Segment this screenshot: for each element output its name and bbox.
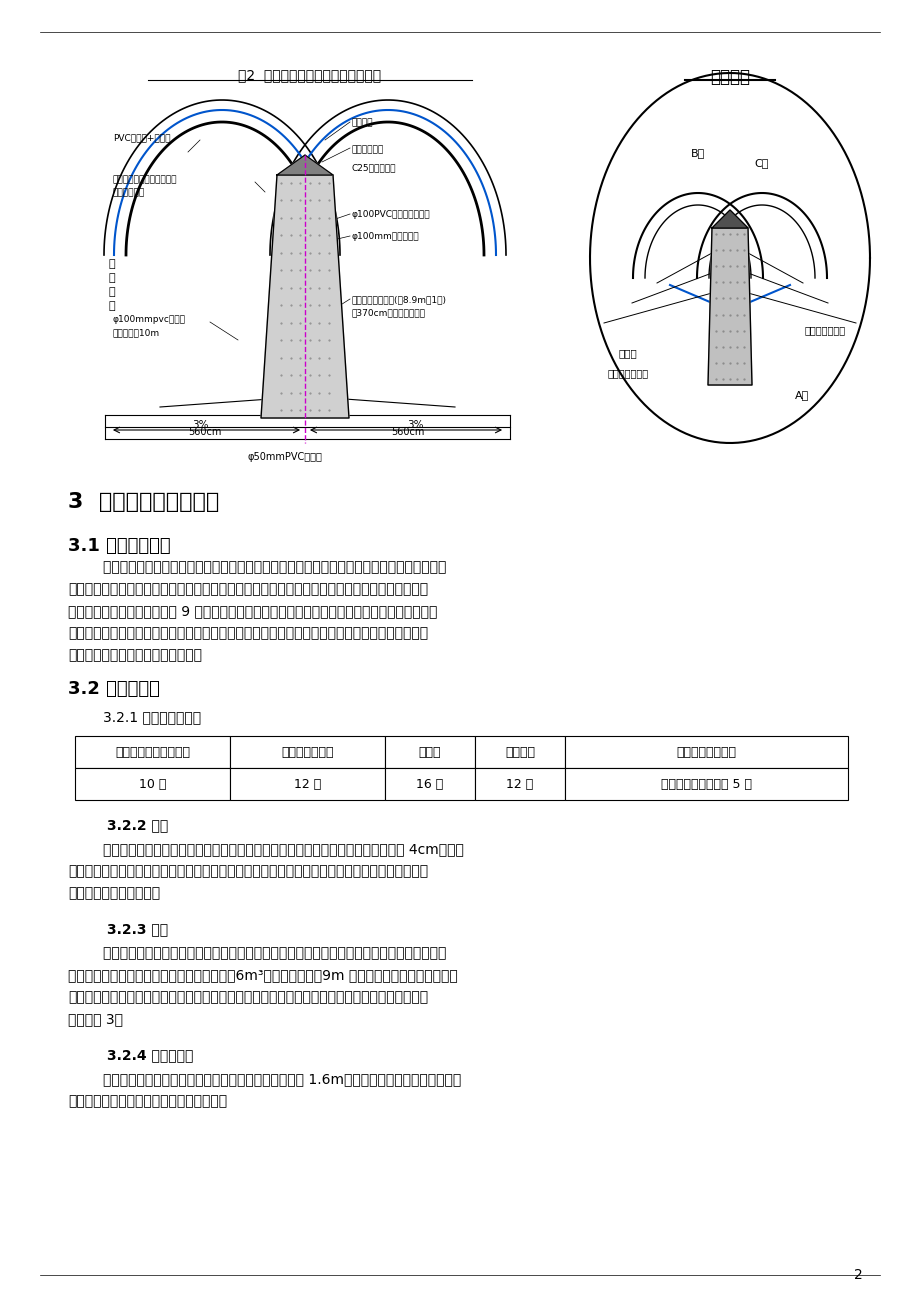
Text: φ100mm纵向透水管: φ100mm纵向透水管	[352, 232, 419, 241]
Text: φ50mmPVC排水管: φ50mmPVC排水管	[247, 452, 322, 462]
Text: 混凝土工: 混凝土工	[505, 746, 535, 759]
Text: 3%: 3%	[191, 421, 208, 430]
Text: 3  隧道中隔墙施工方案: 3 隧道中隔墙施工方案	[68, 492, 219, 512]
Polygon shape	[261, 174, 348, 418]
Text: 3%: 3%	[406, 421, 423, 430]
Text: 3.1 施工顺序概述: 3.1 施工顺序概述	[68, 536, 170, 555]
Text: 16 人: 16 人	[416, 777, 443, 790]
Text: 连续二次衬砌: 连续二次衬砌	[352, 145, 384, 154]
Text: 小粒径透水材料: 小粒径透水材料	[607, 368, 648, 378]
Text: 设计见图 3。: 设计见图 3。	[68, 1012, 123, 1026]
Text: 中隔墙基础木工: 中隔墙基础木工	[281, 746, 334, 759]
Text: A部: A部	[794, 391, 808, 400]
Bar	[474, 736, 564, 768]
Bar	[564, 768, 847, 799]
Bar	[384, 736, 474, 768]
Text: 竖向管间距10m: 竖向管间距10m	[113, 328, 160, 337]
Text: 台车定位、加固、拆模: 台车定位、加固、拆模	[115, 746, 190, 759]
Text: 3.2.2 材料: 3.2.2 材料	[68, 818, 168, 832]
Text: 初期支护: 初期支护	[352, 118, 373, 128]
Text: 10 人: 10 人	[139, 777, 166, 790]
Text: 通过检查窗向模内浇筑混凝土和捣振，由于墙身厚度为 1.6m，从单侧浇筑可满足要求，到了: 通过检查窗向模内浇筑混凝土和捣振，由于墙身厚度为 1.6m，从单侧浇筑可满足要求…	[68, 1072, 460, 1086]
Polygon shape	[708, 228, 751, 385]
Text: φ100PVC打孔纵向排水管: φ100PVC打孔纵向排水管	[352, 210, 430, 219]
Bar	[230, 768, 384, 799]
Text: B部: B部	[690, 148, 704, 158]
Text: C部: C部	[754, 158, 768, 168]
Text: 560cm: 560cm	[391, 427, 425, 437]
Text: 要配备备用机具，为避免停电带来的影响，已配备能满足砼正常施工的发电机一台，整体钢模台车: 要配备备用机具，为避免停电带来的影响，已配备能满足砼正常施工的发电机一台，整体钢…	[68, 990, 427, 1004]
Text: 注浆管: 注浆管	[618, 348, 637, 358]
Text: 建议施工缝位置: 建议施工缝位置	[804, 326, 845, 335]
Text: 中隔墙顶纵向施工缝止水条: 中隔墙顶纵向施工缝止水条	[113, 174, 177, 184]
Bar	[75, 736, 230, 768]
Text: 于钢筋安装和确保文明施工）、基础施工、墙身施工三个工作面向洞口方向施作，施工过程中按设: 于钢筋安装和确保文明施工）、基础施工、墙身施工三个工作面向洞口方向施作，施工过程…	[68, 626, 427, 641]
Bar	[75, 768, 230, 799]
Text: 热，减少混凝土的开裂。: 热，减少混凝土的开裂。	[68, 885, 160, 900]
Text: 两侧对称布置: 两侧对称布置	[113, 187, 145, 197]
Text: 公路双连拱隧道，由于左右线多为二车道或三车道，跨度较大，往往采用三导洞法分部施工，: 公路双连拱隧道，由于左右线多为二车道或三车道，跨度较大，往往采用三导洞法分部施工…	[68, 560, 446, 574]
Bar	[230, 736, 384, 768]
Text: 械为确保生产能力的拌和站一座，泵机一台、6m³砼运输车二辆，9m 长整体台车一组，根据实际需: 械为确保生产能力的拌和站一座，泵机一台、6m³砼运输车二辆，9m 长整体台车一组…	[68, 967, 458, 982]
Polygon shape	[711, 210, 747, 228]
Text: 该隧道施工也不例外，即先按常用的方法开挖中导洞，待中导洞不作开挖的运输通道后，施作中隔: 该隧道施工也不例外，即先按常用的方法开挖中导洞，待中导洞不作开挖的运输通道后，施…	[68, 582, 427, 596]
Bar	[564, 736, 847, 768]
Text: 其他现场管服人员: 其他现场管服人员	[675, 746, 736, 759]
Text: 3.2.1 施工人员布置表: 3.2.1 施工人员布置表	[68, 710, 201, 724]
Bar	[474, 768, 564, 799]
Text: 墙钢筋混凝土衬砌。中隔墙每 9 米左右设一道施工缝，并按同标号混凝土基底回填找平层施工（便: 墙钢筋混凝土衬砌。中隔墙每 9 米左右设一道施工缝，并按同标号混凝土基底回填找平…	[68, 604, 437, 618]
Text: 3.2.3 机具: 3.2.3 机具	[68, 922, 168, 936]
Text: 车
道
中
线: 车 道 中 线	[108, 259, 115, 311]
Text: 环向施工缝止水带(每8.9m设1道): 环向施工缝止水带(每8.9m设1道)	[352, 296, 447, 303]
Text: 堵管，混凝土外加剂采用复合型抗裂防水混凝土膨胀剂，提高结构自防水能力，并降低混凝土水化: 堵管，混凝土外加剂采用复合型抗裂防水混凝土膨胀剂，提高结构自防水能力，并降低混凝…	[68, 865, 427, 878]
Text: 2: 2	[853, 1268, 861, 1282]
Text: 12 人: 12 人	[505, 777, 533, 790]
Text: 3.2.4 混凝土浇筑: 3.2.4 混凝土浇筑	[68, 1048, 193, 1062]
Text: φ100mmpvc排水管: φ100mmpvc排水管	[113, 315, 186, 324]
Text: 计文件设置沉降缝和其它预埋管线。: 计文件设置沉降缝和其它预埋管线。	[68, 648, 202, 661]
Text: 560cm: 560cm	[188, 427, 221, 437]
Text: 顶部窗口以上则从台车顶向内浇筑和捣振。: 顶部窗口以上则从台车顶向内浇筑和捣振。	[68, 1094, 227, 1108]
Text: C25混凝土回填: C25混凝土回填	[352, 163, 396, 172]
Text: 顶部大样: 顶部大样	[709, 68, 749, 86]
Text: 长370cm，两侧对称布置: 长370cm，两侧对称布置	[352, 309, 425, 316]
Text: 3.2 混凝土施工: 3.2 混凝土施工	[68, 680, 160, 698]
Text: 12 人: 12 人	[293, 777, 321, 790]
Bar	[384, 768, 474, 799]
Text: 混凝土及防排水用的原材均按设计文件和业主要求的办理，其中粗骨料粒径不大于 4cm，防止: 混凝土及防排水用的原材均按设计文件和业主要求的办理，其中粗骨料粒径不大于 4cm…	[68, 842, 463, 855]
Text: 钢筋工: 钢筋工	[418, 746, 441, 759]
Text: 图2  隧道中隔墙衬砌防、排水系统图: 图2 隧道中隔墙衬砌防、排水系统图	[238, 68, 381, 82]
Text: 为确保施工质量，提高施工效率，采用整体模板台车、泵送混凝土工法。该工法重要的施工机: 为确保施工质量，提高施工效率，采用整体模板台车、泵送混凝土工法。该工法重要的施工…	[68, 947, 446, 960]
Polygon shape	[277, 155, 333, 174]
Text: PVC防水板+土工布: PVC防水板+土工布	[113, 133, 170, 142]
Text: 技术、领工、电工等 5 人: 技术、领工、电工等 5 人	[660, 777, 751, 790]
